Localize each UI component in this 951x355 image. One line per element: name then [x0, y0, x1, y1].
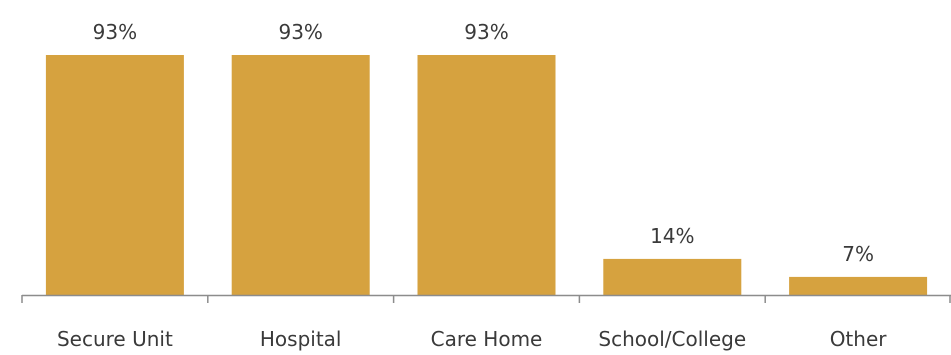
bar-school-college	[603, 258, 742, 295]
bar-hospital	[231, 55, 370, 295]
x-tick-label: Care Home	[431, 327, 543, 351]
data-label: 93%	[278, 20, 322, 44]
data-label: 93%	[93, 20, 137, 44]
x-tick-label: Hospital	[260, 327, 342, 351]
x-tick-label: Other	[830, 327, 888, 351]
x-axis-ticks-group	[21, 295, 951, 303]
data-label: 14%	[650, 224, 694, 248]
bars-group	[45, 55, 928, 295]
x-tick-label: Secure Unit	[57, 327, 173, 351]
bar-care-home	[417, 55, 556, 295]
bar-secure-unit	[45, 55, 184, 295]
bar-other	[789, 276, 928, 295]
data-labels-group: 93% 93% 93% 14% 7%	[93, 20, 874, 266]
x-axis-tick-labels-group: Secure Unit Hospital Care Home School/Colle…	[57, 327, 887, 351]
data-label: 7%	[842, 242, 874, 266]
x-tick-label: School/College	[598, 327, 746, 351]
data-label: 93%	[464, 20, 508, 44]
